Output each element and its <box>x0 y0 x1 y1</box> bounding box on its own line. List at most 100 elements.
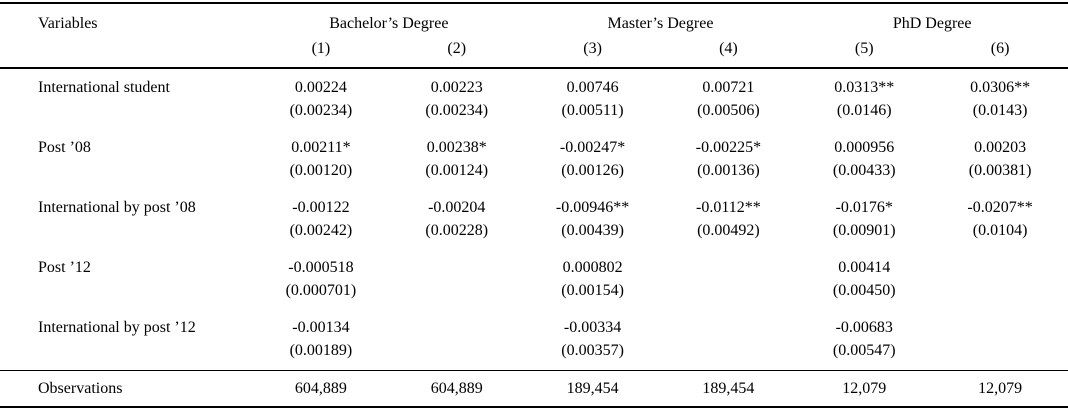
se-cell: (0.00234) <box>425 102 489 119</box>
row-post-08-coef: Post ’08 0.00211* 0.00238* -0.00247* -0.… <box>0 129 1068 159</box>
observations-value: 604,889 <box>253 370 389 407</box>
group-header-masters-degree: Master’s Degree <box>607 15 714 32</box>
coef-cell: -0.00683 <box>835 319 893 336</box>
variable-label: International by post ’12 <box>38 319 196 336</box>
group-header-bachelors-degree: Bachelor’s Degree <box>329 15 449 32</box>
coef-cell: 0.00414 <box>838 259 891 276</box>
coef-cell <box>932 309 1068 339</box>
se-cell: (0.00506) <box>697 102 760 119</box>
coef-cell: 0.00223 <box>430 79 483 96</box>
se-cell: (0.00136) <box>697 162 760 179</box>
coef-cell <box>660 249 796 279</box>
coef-cell <box>389 249 525 279</box>
column-number-1: (1) <box>253 35 389 69</box>
se-cell: (0.00228) <box>425 222 489 239</box>
observations-value: 189,454 <box>524 370 661 407</box>
group-header-phd-degree: PhD Degree <box>892 15 972 32</box>
se-cell: (0.000701) <box>285 282 357 299</box>
coef-cell <box>389 309 525 339</box>
row-post-12-se: (0.000701) (0.00154) (0.00450) <box>0 279 1068 309</box>
row-post-12-coef: Post ’12 -0.000518 0.000802 0.00414 <box>0 249 1068 279</box>
se-cell <box>660 339 796 371</box>
se-cell: (0.0146) <box>836 102 892 119</box>
group-header-row: Variables Bachelor’s Degree Master’s Deg… <box>0 3 1068 35</box>
se-cell: (0.00242) <box>289 222 353 239</box>
observations-label: Observations <box>0 370 253 407</box>
se-cell <box>660 279 796 309</box>
se-cell: (0.00511) <box>561 102 624 119</box>
row-international-by-post-12-coef: International by post ’12 -0.00134 -0.00… <box>0 309 1068 339</box>
observations-value: 604,889 <box>388 370 525 407</box>
se-cell: (0.00901) <box>832 222 896 239</box>
se-cell: (0.00154) <box>561 282 624 299</box>
se-cell: (0.0104) <box>972 222 1028 239</box>
se-cell: (0.00124) <box>425 162 489 179</box>
observations-value: 12,079 <box>796 370 933 407</box>
coef-cell: -0.0207** <box>967 199 1033 216</box>
column-number-row: (1) (2) (3) (4) (5) (6) <box>0 35 1068 69</box>
coef-cell: 0.000802 <box>562 259 623 276</box>
column-number-3: (3) <box>524 35 661 69</box>
se-cell <box>389 279 525 309</box>
row-post-08-se: (0.00120) (0.00124) (0.00126) (0.00136) … <box>0 159 1068 189</box>
coef-cell: -0.0112** <box>696 199 761 216</box>
se-cell: (0.00547) <box>832 342 896 359</box>
coef-cell: 0.00211* <box>291 139 351 156</box>
variable-label: International student <box>38 79 170 96</box>
coef-cell <box>660 309 796 339</box>
table-body: International student 0.00224 0.00223 0.… <box>0 68 1068 371</box>
coef-cell: 0.0313** <box>834 79 895 96</box>
coef-cell: 0.00746 <box>566 79 619 96</box>
row-international-by-post-08-se: (0.00242) (0.00228) (0.00439) (0.00492) … <box>0 219 1068 249</box>
se-cell: (0.00189) <box>289 342 353 359</box>
se-cell: (0.00450) <box>832 282 896 299</box>
observations-value: 12,079 <box>932 370 1068 407</box>
se-cell <box>389 339 525 371</box>
coef-cell: 0.00203 <box>974 139 1027 156</box>
se-cell: (0.00234) <box>289 102 353 119</box>
table-header: Variables Bachelor’s Degree Master’s Deg… <box>0 3 1068 69</box>
column-number-2: (2) <box>388 35 525 69</box>
se-cell: (0.00381) <box>968 162 1032 179</box>
coef-cell: -0.00334 <box>563 319 622 336</box>
coef-cell: 0.0306** <box>970 79 1031 96</box>
coef-cell: 0.00224 <box>294 79 347 96</box>
se-cell: (0.00439) <box>561 222 624 239</box>
variable-label: International by post ’08 <box>38 199 196 216</box>
variables-header: Variables <box>38 15 98 32</box>
column-number-4: (4) <box>660 35 797 69</box>
column-number-6: (6) <box>932 35 1068 69</box>
observations-value: 189,454 <box>660 370 797 407</box>
coef-cell: -0.00247* <box>559 139 626 156</box>
coef-cell <box>932 249 1068 279</box>
se-cell: (0.00357) <box>561 342 624 359</box>
column-number-blank <box>0 35 253 69</box>
coef-cell: -0.000518 <box>288 259 354 276</box>
coef-cell: -0.00122 <box>292 199 350 216</box>
se-cell: (0.00492) <box>697 222 760 239</box>
coef-cell: -0.00134 <box>292 319 350 336</box>
se-cell: (0.0143) <box>972 102 1028 119</box>
coef-cell: -0.0176* <box>835 199 893 216</box>
coef-cell: -0.00946** <box>555 199 630 216</box>
se-cell <box>932 339 1068 371</box>
se-cell: (0.00126) <box>561 162 624 179</box>
table-footer: Observations 604,889 604,889 189,454 189… <box>0 370 1068 407</box>
row-international-by-post-12-se: (0.00189) (0.00357) (0.00547) <box>0 339 1068 371</box>
coef-cell: 0.000956 <box>834 139 895 156</box>
row-international-student-coef: International student 0.00224 0.00223 0.… <box>0 68 1068 99</box>
row-international-student-se: (0.00234) (0.00234) (0.00511) (0.00506) … <box>0 99 1068 129</box>
row-international-by-post-08-coef: International by post ’08 -0.00122 -0.00… <box>0 189 1068 219</box>
variable-label: Post ’12 <box>38 259 91 276</box>
coef-cell: -0.00204 <box>428 199 486 216</box>
column-number-5: (5) <box>796 35 933 69</box>
se-cell: (0.00120) <box>289 162 353 179</box>
coef-cell: -0.00225* <box>695 139 762 156</box>
se-cell <box>932 279 1068 309</box>
se-cell: (0.00433) <box>832 162 896 179</box>
coef-cell: 0.00238* <box>426 139 487 156</box>
variable-label: Post ’08 <box>38 139 91 156</box>
coef-cell: 0.00721 <box>702 79 755 96</box>
